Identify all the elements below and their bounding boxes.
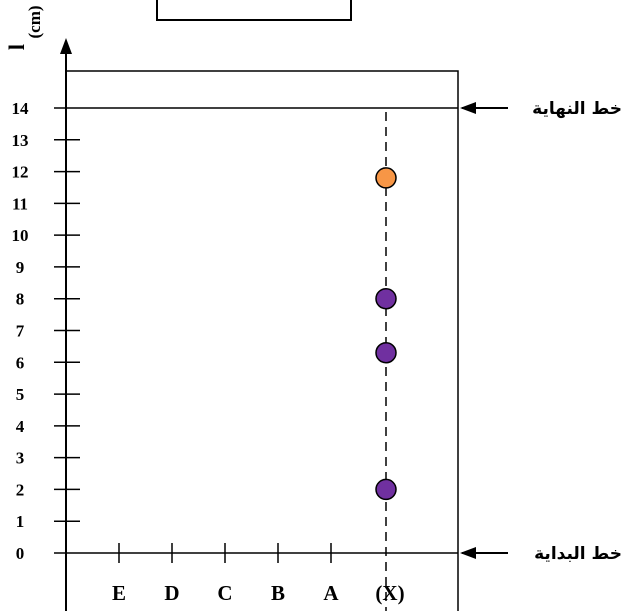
lane-label: A xyxy=(323,581,339,605)
start-line-label: خط البداية xyxy=(534,544,622,564)
y-tick-label: 2 xyxy=(16,480,25,499)
lane-label: (X) xyxy=(375,581,404,605)
y-tick-label: 9 xyxy=(16,258,25,277)
lane-label: D xyxy=(164,581,179,605)
lane-label: B xyxy=(271,581,285,605)
y-axis-arrow-icon xyxy=(60,38,72,54)
y-tick-label: 0 xyxy=(16,544,25,563)
y-tick-label: 3 xyxy=(16,449,25,468)
y-tick-label: 10 xyxy=(12,226,29,245)
finish-arrow-icon xyxy=(460,102,476,114)
lane-markers: E D C B A (X) xyxy=(112,543,405,605)
y-axis-symbol: l xyxy=(4,44,29,50)
lane-label: E xyxy=(112,581,126,605)
y-axis-label: l xyxy=(4,44,29,50)
y-tick-label: 7 xyxy=(16,322,25,341)
y-tick-label: 13 xyxy=(12,131,29,150)
start-arrow-icon xyxy=(460,547,476,559)
y-tick-label: 6 xyxy=(16,353,25,372)
y-tick-label: 4 xyxy=(16,417,25,436)
paper-sheet xyxy=(65,70,459,611)
y-axis-unit: (cm) xyxy=(25,5,44,38)
y-tick-label: 1 xyxy=(16,512,25,531)
y-tick-label: 12 xyxy=(12,163,29,182)
spot xyxy=(375,167,397,189)
y-tick-label: 11 xyxy=(12,194,28,213)
spot xyxy=(375,287,397,310)
title-box xyxy=(156,0,352,21)
spot xyxy=(375,342,397,364)
spot xyxy=(375,478,397,501)
y-tick-label: 14 xyxy=(12,99,30,118)
y-tick-label: 5 xyxy=(16,385,25,404)
lane-label: C xyxy=(217,581,232,605)
y-tick-label: 8 xyxy=(16,290,25,309)
y-axis-unit-group: (cm) xyxy=(25,5,44,38)
finish-line-label: خط النهاية xyxy=(532,99,622,119)
spots xyxy=(375,167,397,501)
